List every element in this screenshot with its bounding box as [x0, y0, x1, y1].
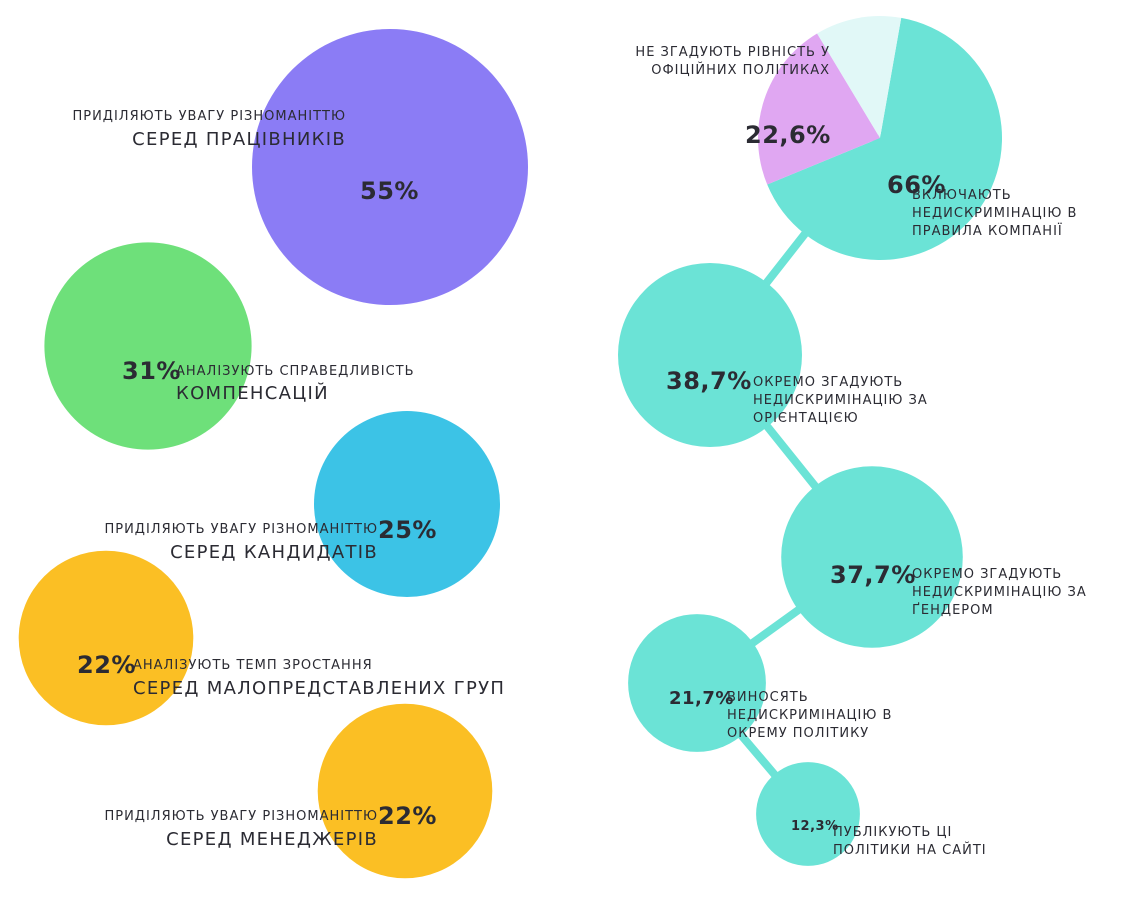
bubble-value-growth: 22% — [77, 651, 136, 679]
bubble-value-candidates: 25% — [378, 516, 437, 544]
chain-label-gender: ОКРЕМО ЗГАДУЮТЬ НЕДИСКРИМІНАЦІЮ ЗА ҐЕНДЕ… — [912, 567, 1087, 618]
bubble-candidates — [314, 411, 500, 597]
bubble-value-compensation: 31% — [122, 357, 181, 385]
chain-label-site: ПУБЛІКУЮТЬ ЦІ ПОЛІТИКИ НА САЙТІ — [833, 825, 987, 858]
chain-label-orientation: ОКРЕМО ЗГАДУЮТЬ НЕДИСКРИМІНАЦІЮ ЗА ОРІЄН… — [753, 375, 928, 426]
pie-value-no-equality: 22,6% — [745, 121, 831, 149]
bubble-employees — [252, 29, 528, 305]
bubble-separate — [628, 614, 766, 752]
bubble-value-managers: 22% — [378, 802, 437, 830]
label-small-employees: ПРИДІЛЯЮТЬ УВАГУ РІЗНОМАНІТТЮ — [72, 109, 346, 124]
chain-label-separate: ВИНОСЯТЬ НЕДИСКРИМІНАЦІЮ В ОКРЕМУ ПОЛІТИ… — [727, 690, 893, 741]
chain-value-orientation: 38,7% — [666, 367, 752, 395]
pie-label-include: ВКЛЮЧАЮТЬ НЕДИСКРИМІНАЦІЮ В ПРАВИЛА КОМП… — [912, 188, 1078, 239]
pie-label-no-equality: НЕ ЗГАДУЮТЬ РІВНІСТЬ У ОФІЦІЙНИХ ПОЛІТИК… — [635, 45, 830, 78]
label-small-candidates: ПРИДІЛЯЮТЬ УВАГУ РІЗНОМАНІТТЮ — [104, 522, 378, 537]
bubble-growth — [18, 550, 194, 726]
bubble-site — [756, 762, 860, 866]
label-small-compensation: АНАЛІЗУЮТЬ СПРАВЕДЛИВІСТЬ — [176, 364, 415, 379]
bubble-orientation — [618, 263, 802, 447]
label-big-compensation: КОМПЕНСАЦІЙ — [176, 383, 329, 404]
bubble-gender — [781, 466, 963, 648]
pie-slice-no-equality — [758, 33, 880, 185]
label-small-managers: ПРИДІЛЯЮТЬ УВАГУ РІЗНОМАНІТТЮ — [104, 809, 378, 824]
bubble-compensation — [44, 242, 252, 450]
label-big-candidates: СЕРЕД КАНДИДАТІВ — [170, 542, 378, 563]
label-small-growth: АНАЛІЗУЮТЬ ТЕМП ЗРОСТАННЯ — [133, 658, 373, 673]
bubble-value-employees: 55% — [360, 177, 419, 205]
chain-value-gender: 37,7% — [830, 561, 916, 589]
pie-slice-include — [767, 17, 1003, 261]
pie-slice-other — [817, 16, 902, 139]
label-big-managers: СЕРЕД МЕНЕДЖЕРІВ — [166, 829, 378, 850]
label-big-employees: СЕРЕД ПРАЦІВНИКІВ — [132, 129, 346, 150]
bubble-managers — [317, 703, 493, 879]
label-big-growth: СЕРЕД МАЛОПРЕДСТАВЛЕНИХ ГРУП — [133, 678, 506, 699]
pie-value-include: 66% — [887, 171, 946, 199]
chain-value-site: 12,3% — [791, 819, 839, 834]
chain-value-separate: 21,7% — [669, 688, 734, 709]
